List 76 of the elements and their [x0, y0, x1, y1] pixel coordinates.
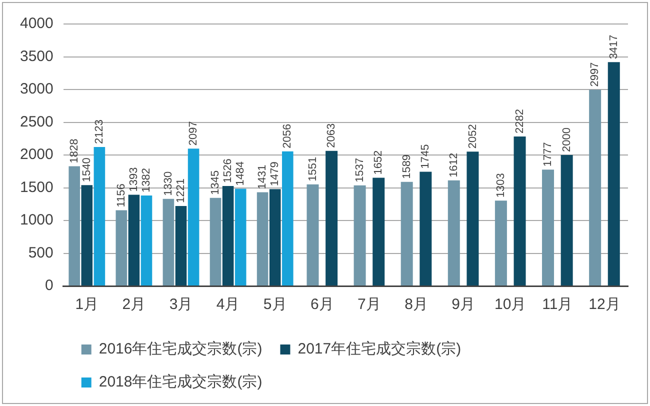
- data-label: 2097: [188, 121, 200, 146]
- data-label: 1551: [306, 156, 319, 182]
- data-label: 1484: [234, 161, 247, 186]
- y-tick-label: 2500: [20, 113, 54, 130]
- legend-label: 2016年住宅成交宗数(宗): [98, 340, 262, 358]
- data-label: 1345: [210, 170, 222, 195]
- x-tick-label: 1月: [75, 296, 99, 314]
- y-tick-label: 0: [45, 277, 54, 294]
- bar: [234, 188, 246, 286]
- y-tick-label: 3000: [20, 80, 54, 98]
- bar: [354, 185, 366, 286]
- legend-label: 2017年住宅成交宗数(宗): [298, 340, 462, 358]
- y-tick-label: 1000: [20, 212, 54, 229]
- y-tick-label: 4000: [20, 15, 54, 32]
- y-tick-label: 500: [28, 244, 54, 262]
- x-tick-label: 6月: [310, 296, 334, 314]
- bar: [372, 178, 385, 286]
- data-label: 2052: [466, 124, 479, 149]
- bar: [400, 182, 413, 286]
- bar: [514, 136, 526, 286]
- data-label: 2997: [589, 62, 602, 87]
- x-tick-label: 2月: [122, 296, 146, 314]
- x-tick-label: 11月: [542, 296, 573, 314]
- data-label: 1156: [115, 184, 128, 208]
- data-label: 1652: [372, 150, 385, 175]
- bar: [116, 210, 128, 286]
- x-tick-label: 3月: [169, 296, 193, 314]
- data-label: 1612: [448, 152, 460, 178]
- data-label: 1431: [256, 164, 269, 190]
- bar: [326, 150, 338, 286]
- x-tick-label: 5月: [263, 296, 287, 314]
- x-tick-label: 10月: [494, 296, 526, 314]
- data-label: 1777: [542, 142, 554, 167]
- bar: [188, 148, 200, 286]
- x-tick-label: 7月: [358, 296, 381, 314]
- bar: [140, 195, 152, 286]
- bar: [466, 152, 479, 286]
- data-label: 1221: [175, 178, 188, 204]
- x-tick-label: 8月: [404, 296, 428, 314]
- bar: [68, 166, 80, 286]
- data-label: 1393: [128, 167, 140, 192]
- bar: [282, 151, 294, 286]
- data-label: 1330: [162, 171, 174, 196]
- data-label: 1589: [400, 154, 413, 179]
- y-tick-label: 1500: [20, 178, 54, 196]
- data-label: 2063: [326, 123, 338, 148]
- data-label: 3417: [608, 34, 620, 60]
- bar: [210, 198, 222, 286]
- data-label: 2000: [560, 128, 573, 152]
- bar: [94, 146, 106, 286]
- data-label: 1382: [140, 168, 153, 192]
- bar: [420, 172, 432, 286]
- bar: [448, 180, 460, 286]
- data-label: 2056: [282, 124, 294, 148]
- bar: [494, 200, 507, 286]
- y-tick-label: 3500: [20, 48, 54, 65]
- x-tick-label: 4月: [216, 296, 240, 314]
- data-label: 1303: [494, 173, 507, 198]
- data-label: 1540: [80, 158, 93, 182]
- bar: [162, 198, 174, 286]
- bar: [589, 90, 602, 286]
- x-tick-label: 12月: [588, 296, 620, 314]
- data-label: 1537: [354, 158, 366, 182]
- x-tick-label: 9月: [452, 296, 475, 314]
- data-label: 2123: [93, 119, 106, 144]
- data-label: 2282: [514, 109, 526, 134]
- y-tick-label: 2000: [20, 146, 54, 164]
- data-label: 1479: [269, 162, 282, 186]
- legend-label: 2018年住宅成交宗数(宗): [98, 374, 262, 391]
- bar: [560, 155, 573, 286]
- bar: [608, 62, 620, 286]
- bar: [542, 170, 554, 286]
- data-label: 1828: [68, 138, 80, 164]
- bar: [256, 192, 268, 286]
- data-label: 1526: [222, 158, 234, 184]
- data-label: 1745: [420, 144, 432, 169]
